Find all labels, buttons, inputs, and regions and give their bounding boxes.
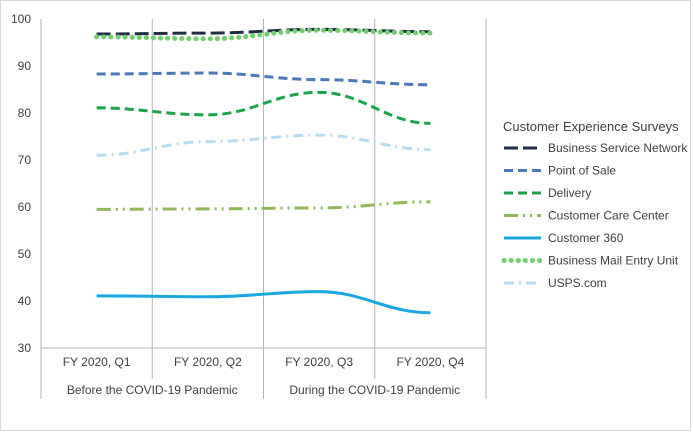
legend-label: Business Service Network [548, 141, 688, 155]
x-axis: FY 2020, Q1 FY 2020, Q2 FY 2020, Q3 FY 2020… [40, 347, 487, 399]
x-tick-label: FY 2020, Q2 [174, 355, 242, 369]
series-lines [94, 27, 433, 315]
y-tick-label: 100 [11, 12, 31, 26]
legend: Customer Experience Surveys Business Ser… [501, 119, 688, 290]
legend-title: Customer Experience Surveys [503, 119, 679, 134]
x-tick-label: FY 2020, Q4 [396, 355, 464, 369]
x-tick-label: FY 2020, Q1 [63, 355, 131, 369]
y-tick-label: 80 [18, 106, 32, 120]
legend-label: Delivery [548, 186, 591, 200]
series-line-customer-care-center [96, 200, 431, 211]
legend-label: Point of Sale [548, 164, 616, 178]
series-line-customer-360 [96, 290, 431, 315]
y-tick-label: 30 [18, 341, 32, 355]
y-tick-label: 70 [18, 153, 32, 167]
y-tick-label: 90 [18, 59, 32, 73]
x-group-label: Before the COVID-19 Pandemic [67, 383, 238, 397]
x-group-label: During the COVID-19 Pandemic [289, 383, 460, 397]
series-line-usps-com [96, 133, 431, 157]
gridlines [40, 19, 487, 379]
legend-label: Customer 360 [548, 231, 624, 245]
series-line-business-mail-entry-unit [94, 27, 433, 42]
series-line-delivery [96, 90, 431, 125]
y-tick-label: 50 [18, 247, 32, 261]
y-axis-ticks: 30 40 50 60 70 80 90 100 [11, 12, 31, 355]
legend-label: Business Mail Entry Unit [548, 254, 679, 268]
legend-label: USPS.com [548, 276, 607, 290]
legend-label: Customer Care Center [548, 209, 669, 223]
x-tick-label: FY 2020, Q3 [285, 355, 353, 369]
y-tick-label: 60 [18, 200, 32, 214]
y-tick-label: 40 [18, 294, 32, 308]
